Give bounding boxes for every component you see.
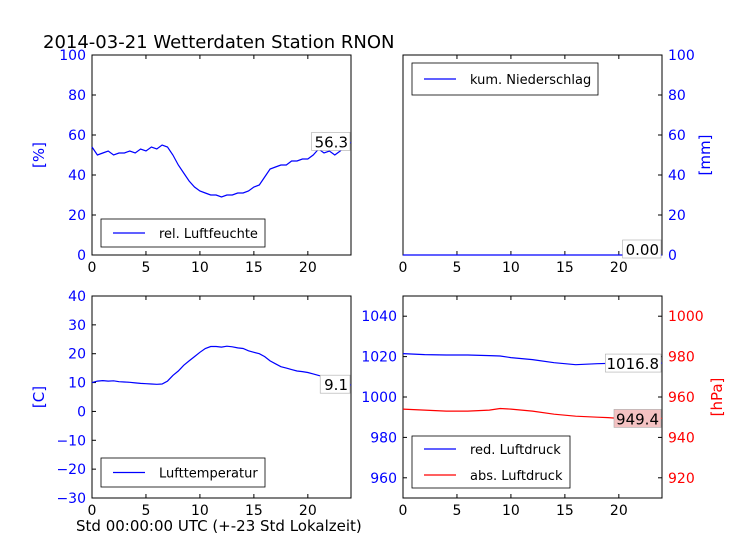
humidity-xtick-label: 10 bbox=[191, 260, 209, 276]
humidity-ytick-label: 0 bbox=[77, 248, 86, 264]
humidity-ytick-label: 60 bbox=[68, 128, 86, 144]
precipitation-ytick-label: 80 bbox=[668, 88, 686, 104]
figure-title: 2014-03-21 Wetterdaten Station RNON bbox=[43, 32, 394, 53]
humidity-xtick-label: 0 bbox=[88, 260, 97, 276]
pressure-left-ytick-label: 980 bbox=[370, 430, 397, 446]
precipitation-ytick-label: 20 bbox=[668, 208, 686, 224]
humidity-ytick-label: 100 bbox=[59, 48, 86, 64]
temperature-legend-label: Lufttemperatur bbox=[159, 467, 258, 482]
pressure-right-ytick-label: 940 bbox=[668, 430, 695, 446]
temperature-xtick-label: 5 bbox=[141, 503, 150, 519]
precipitation-xtick-label: 15 bbox=[556, 260, 574, 276]
humidity-xtick-label: 5 bbox=[141, 260, 150, 276]
temperature-ytick-label: −20 bbox=[56, 462, 86, 478]
precipitation-ytick-label: 40 bbox=[668, 168, 686, 184]
temperature-xtick-label: 15 bbox=[245, 503, 263, 519]
precipitation-xtick-label: 10 bbox=[502, 260, 520, 276]
precipitation-ylabel: [mm] bbox=[696, 135, 714, 176]
pressure-right-ytick-label: 1000 bbox=[668, 309, 704, 325]
pressure-xtick-label: 0 bbox=[399, 503, 408, 519]
humidity-ytick-label: 40 bbox=[68, 168, 86, 184]
temperature-ytick-label: 0 bbox=[77, 404, 86, 420]
pressure-xtick-label: 15 bbox=[556, 503, 574, 519]
temperature-value-label: 9.1 bbox=[324, 376, 348, 394]
precipitation-xtick-label: 0 bbox=[399, 260, 408, 276]
precipitation-legend-label: kum. Niederschlag bbox=[470, 73, 591, 88]
humidity-value-box bbox=[311, 132, 351, 151]
temperature-xtick-label: 10 bbox=[191, 503, 209, 519]
humidity-line bbox=[91, 141, 352, 198]
pressure-right-value-label: 949.4 bbox=[616, 410, 659, 428]
pressure-left-value-label: 1016.8 bbox=[607, 355, 660, 373]
pressure-right-ytick-label: 980 bbox=[668, 350, 695, 366]
pressure-subplot: 0 5 10 15 20 960 980 1000 1020 1040 920 940 960 980 10… bbox=[361, 295, 726, 519]
temperature-axes-frame bbox=[91, 295, 352, 499]
pressure-right-ytick-label: 960 bbox=[668, 390, 695, 406]
temperature-xlabel: Std 00:00:00 UTC (+-23 Std Lokalzeit) bbox=[76, 517, 362, 535]
humidity-xtick-label: 20 bbox=[299, 260, 317, 276]
temperature-ytick-label: 30 bbox=[68, 318, 86, 334]
temperature-ytick-label: 40 bbox=[68, 289, 86, 305]
pressure-xtick-label: 20 bbox=[610, 503, 628, 519]
temperature-xtick-label: 20 bbox=[299, 503, 317, 519]
humidity-xtick-label: 15 bbox=[245, 260, 263, 276]
temperature-ytick-label: 10 bbox=[68, 376, 86, 392]
precipitation-xtick-label: 5 bbox=[452, 260, 461, 276]
humidity-ytick-label: 80 bbox=[68, 88, 86, 104]
humidity-ytick-label: 20 bbox=[68, 208, 86, 224]
temperature-ytick-label: 20 bbox=[68, 347, 86, 363]
humidity-subplot: 0 5 10 15 20 0 20 40 60 80 100 [%] 56.3 rel. Luftfeuc… bbox=[30, 48, 352, 276]
pressure-legend-box bbox=[411, 435, 571, 489]
temperature-ylabel: [C] bbox=[30, 386, 48, 408]
pressure-right-ytick-label: 920 bbox=[668, 471, 695, 487]
precipitation-ytick-label: 0 bbox=[668, 248, 677, 264]
pressure-legend-label: abs. Luftdruck bbox=[470, 469, 563, 484]
pressure-ylabel-right: [hPa] bbox=[708, 378, 726, 417]
temperature-line bbox=[91, 345, 352, 386]
pressure-left-ytick-label: 1000 bbox=[361, 390, 397, 406]
precipitation-value-label: 0.00 bbox=[626, 241, 659, 259]
pressure-legend-label: red. Luftdruck bbox=[470, 443, 561, 458]
humidity-ylabel: [%] bbox=[30, 142, 48, 168]
pressure-xtick-label: 10 bbox=[502, 503, 520, 519]
humidity-legend-label: rel. Luftfeuchte bbox=[159, 227, 258, 242]
humidity-axes-frame bbox=[91, 54, 352, 256]
humidity-value-label: 56.3 bbox=[315, 133, 348, 151]
pressure-right-value-box bbox=[613, 409, 662, 428]
pressure-left-ytick-label: 1020 bbox=[361, 350, 397, 366]
precipitation-subplot: 0 5 10 15 20 0 20 40 60 80 100 [mm] 0.00 kum. Nieders… bbox=[399, 48, 714, 276]
temperature-subplot: 0 5 10 15 20 −30 −20 −10 0 10 20 30 40 [C] Std 00:00:0… bbox=[30, 289, 362, 535]
precipitation-ytick-label: 100 bbox=[668, 48, 695, 64]
pressure-left-ytick-label: 1040 bbox=[361, 309, 397, 325]
pressure-left-ytick-label: 960 bbox=[370, 471, 397, 487]
precipitation-xtick-label: 20 bbox=[610, 260, 628, 276]
precipitation-value-box bbox=[622, 239, 662, 259]
temperature-value-box bbox=[319, 374, 351, 394]
precipitation-ytick-label: 60 bbox=[668, 128, 686, 144]
pressure-left-value-box bbox=[605, 353, 662, 373]
pressure-xtick-label: 5 bbox=[452, 503, 461, 519]
temperature-ytick-label: −30 bbox=[56, 491, 86, 507]
temperature-ytick-label: −10 bbox=[56, 433, 86, 449]
temperature-xtick-label: 0 bbox=[88, 503, 97, 519]
